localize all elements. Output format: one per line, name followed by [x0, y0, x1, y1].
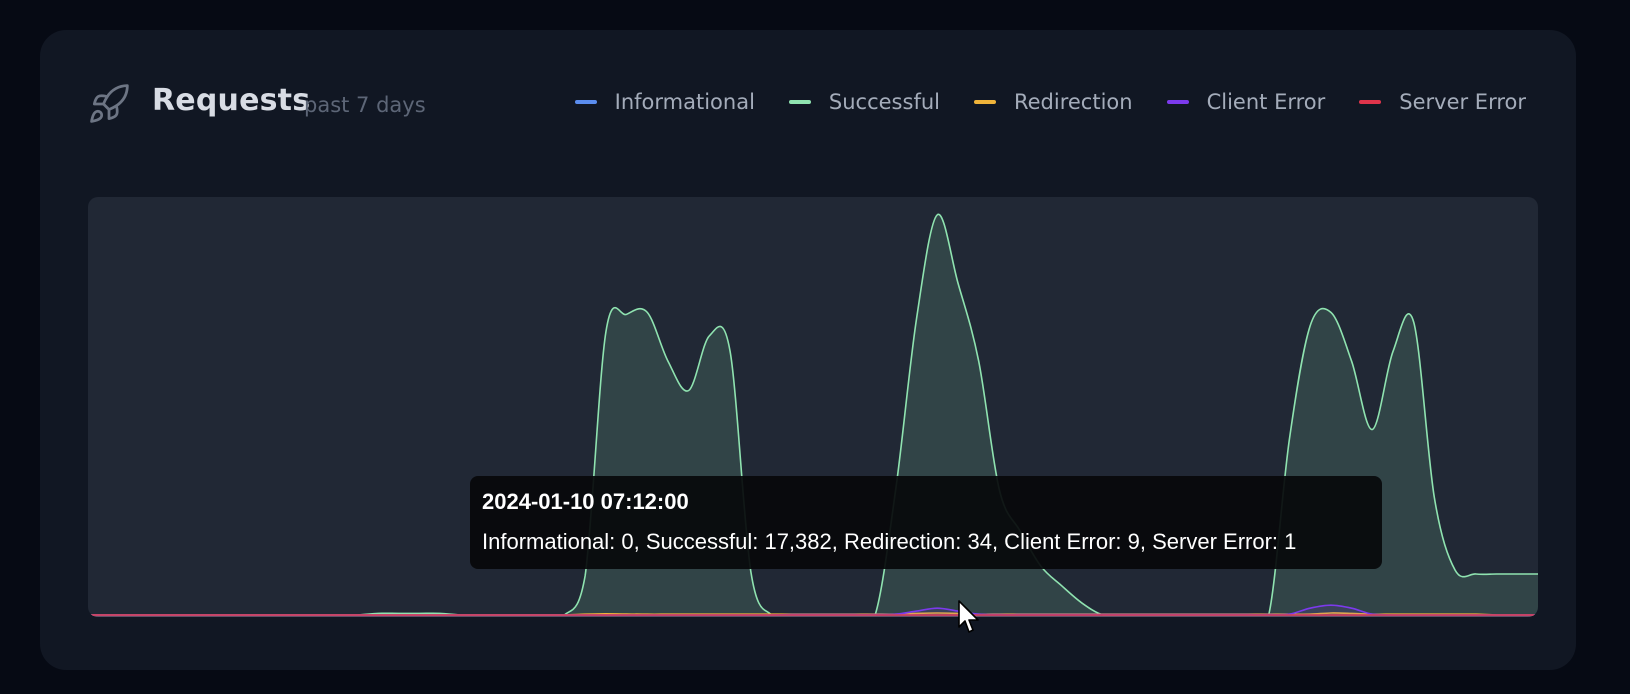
- requests-area-chart[interactable]: [88, 197, 1538, 617]
- tooltip-values: Informational: 0, Successful: 17,382, Re…: [482, 529, 1297, 554]
- chart-tooltip: 2024-01-10 07:12:00 Informational: 0, Su…: [470, 476, 1382, 569]
- legend-label: Informational: [614, 90, 755, 114]
- legend-label: Successful: [828, 90, 940, 114]
- chart-legend: Informational Successful Redirection Cli…: [541, 90, 1526, 114]
- legend-swatch: [973, 100, 996, 104]
- legend-label: Client Error: [1206, 90, 1326, 114]
- rocket-icon: [90, 84, 129, 123]
- card-subtitle: past 7 days: [304, 93, 426, 117]
- series-area-successful: [88, 214, 1538, 617]
- legend-item-successful[interactable]: Successful: [788, 90, 940, 114]
- legend-swatch: [574, 100, 597, 104]
- mouse-cursor-icon: [958, 600, 979, 633]
- legend-item-informational[interactable]: Informational: [574, 90, 755, 114]
- legend-item-redirection[interactable]: Redirection: [973, 90, 1133, 114]
- legend-item-server-error[interactable]: Server Error: [1359, 90, 1526, 114]
- card-title: Requests: [152, 83, 311, 118]
- legend-swatch: [1359, 100, 1382, 104]
- requests-card: Requests past 7 days Informational Succe…: [40, 30, 1576, 670]
- legend-swatch: [1166, 100, 1189, 104]
- legend-label: Server Error: [1399, 90, 1526, 114]
- legend-item-client-error[interactable]: Client Error: [1166, 90, 1326, 114]
- legend-swatch: [788, 100, 811, 104]
- tooltip-timestamp: 2024-01-10 07:12:00: [482, 489, 689, 514]
- legend-label: Redirection: [1013, 90, 1133, 114]
